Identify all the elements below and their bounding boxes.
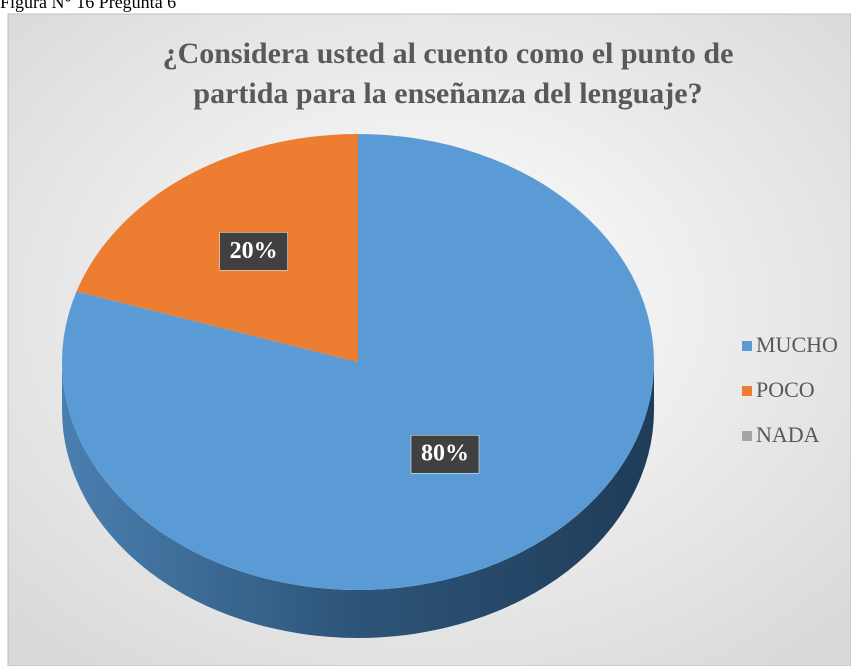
legend-label: MUCHO xyxy=(756,332,838,357)
pie-side xyxy=(62,362,654,638)
label-box xyxy=(219,232,288,271)
legend-label: NADA xyxy=(756,422,820,447)
pie-slice xyxy=(62,134,655,590)
legend: MUCHO POCO NADA xyxy=(742,332,838,447)
data-label: 80% xyxy=(421,441,469,467)
legend-swatch xyxy=(742,431,752,441)
legend-swatch xyxy=(742,386,752,396)
label-box xyxy=(410,434,480,474)
pie: 80% 20% xyxy=(62,134,655,638)
data-label: 20% xyxy=(230,238,278,264)
legend-label: POCO xyxy=(756,377,815,402)
pie-slice xyxy=(76,134,358,362)
caption: Figura N° 16 Pregunta 6 xyxy=(0,0,177,12)
chart-title: ¿Considera usted al cuento como el punto… xyxy=(162,37,734,110)
legend-swatch xyxy=(742,341,752,351)
